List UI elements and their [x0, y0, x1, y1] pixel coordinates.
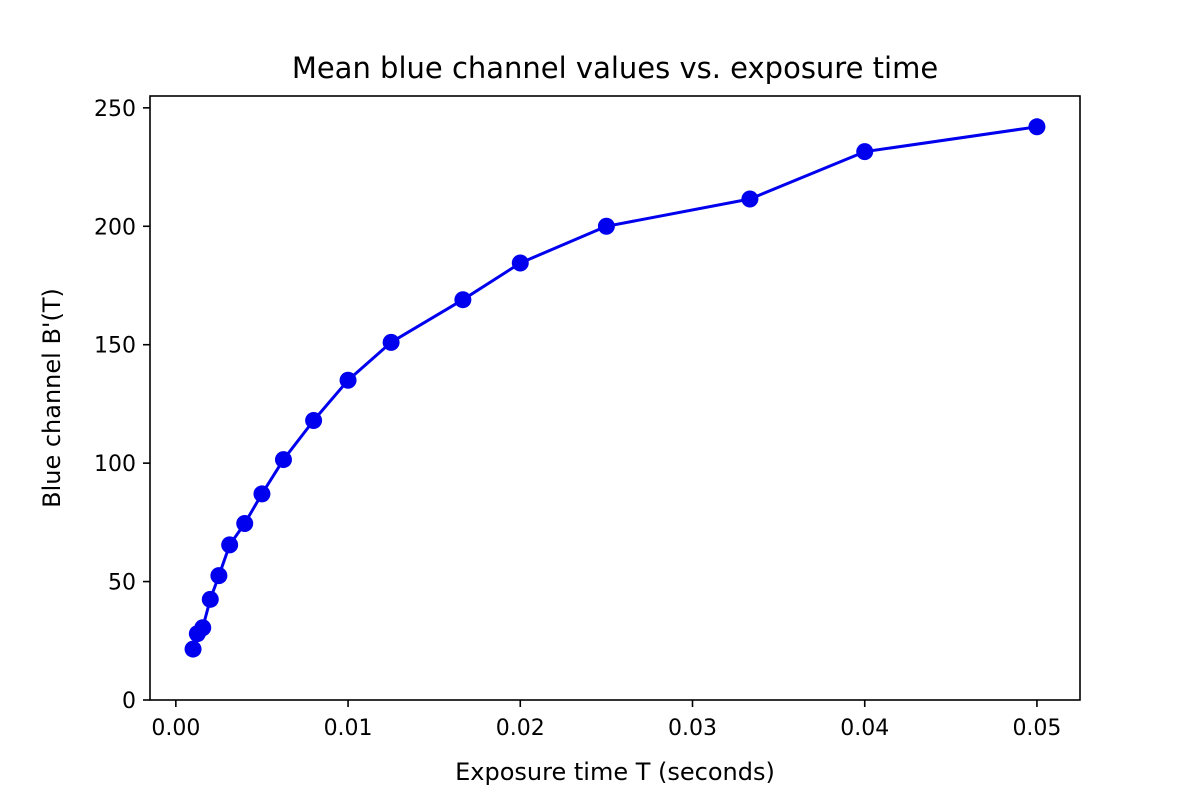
- y-axis-ticks: 0 50 100 150 200 250: [94, 97, 150, 714]
- x-tick-label: 0.01: [324, 716, 373, 741]
- chart-title: Mean blue channel values vs. exposure ti…: [292, 51, 938, 85]
- data-point: [194, 619, 212, 637]
- x-tick-label: 0.02: [496, 716, 545, 741]
- plot-area: [149, 95, 1081, 701]
- data-point: [339, 371, 357, 389]
- y-axis-label: Blue channel B'(T): [38, 288, 66, 508]
- x-tick-label: 0.03: [668, 716, 717, 741]
- data-point: [741, 190, 759, 208]
- data-point: [210, 567, 228, 585]
- y-tick-label: 0: [122, 689, 136, 714]
- data-point: [511, 254, 529, 272]
- data-point: [236, 515, 254, 533]
- y-tick-label: 100: [94, 452, 136, 477]
- x-tick-label: 0.05: [1012, 716, 1061, 741]
- data-point: [382, 333, 400, 351]
- data-point: [454, 291, 472, 309]
- data-point: [856, 143, 874, 161]
- data-point: [184, 640, 202, 658]
- y-tick-label: 200: [94, 215, 136, 240]
- data-point: [221, 536, 239, 554]
- data-point: [201, 590, 219, 608]
- data-point: [305, 412, 323, 430]
- series-line: [191, 125, 1038, 650]
- y-tick-label: 50: [108, 571, 136, 596]
- series-layer: [184, 118, 1046, 658]
- y-tick-label: 250: [94, 97, 136, 122]
- data-point: [1028, 118, 1046, 136]
- x-tick-label: 0.00: [151, 716, 200, 741]
- x-axis-label: Exposure time T (seconds): [455, 758, 775, 786]
- x-axis-ticks: 0.00 0.01 0.02 0.03 0.04 0.05: [151, 700, 1061, 741]
- data-point: [597, 217, 615, 235]
- x-tick-label: 0.04: [840, 716, 889, 741]
- data-point: [253, 485, 271, 503]
- y-tick-label: 150: [94, 334, 136, 359]
- data-point: [274, 451, 292, 469]
